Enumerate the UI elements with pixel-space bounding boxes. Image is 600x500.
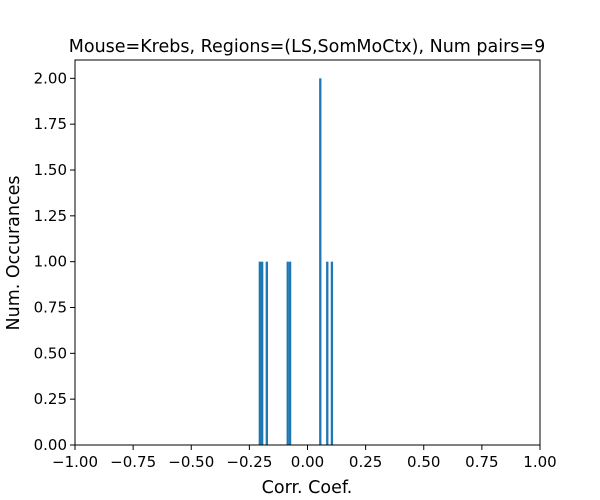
ticks-layer: −1.00 −0.75 −0.50 −0.25 0.00 0.25 0.50 0.75 1.00… bbox=[34, 69, 557, 471]
chart-title: Mouse=Krebs, Regions=(LS,SomMoCtx), Num … bbox=[69, 37, 545, 57]
y-tick-label-2: 0.50 bbox=[34, 344, 67, 362]
histogram-bar-3 bbox=[286, 261, 289, 445]
y-tick-label-0: 0.00 bbox=[34, 436, 67, 454]
x-tick-label-1: −0.75 bbox=[110, 453, 156, 471]
x-axis-title: Corr. Coef. bbox=[262, 478, 353, 498]
bars-layer bbox=[258, 78, 334, 445]
x-tick-label-8: 1.00 bbox=[523, 453, 556, 471]
x-tick-label-0: −1.00 bbox=[52, 453, 98, 471]
x-tick-label-5: 0.25 bbox=[349, 453, 382, 471]
histogram-bar-7 bbox=[330, 261, 334, 445]
histogram-bar-6 bbox=[326, 261, 329, 445]
x-tick-label-7: 0.75 bbox=[465, 453, 498, 471]
x-tick-label-4: 0.00 bbox=[291, 453, 324, 471]
y-axis-title: Num. Occurances bbox=[4, 176, 24, 331]
y-tick-label-4: 1.00 bbox=[34, 253, 67, 271]
histogram-bar-5 bbox=[319, 78, 322, 445]
plot-frame bbox=[74, 59, 541, 446]
histogram-bar-1 bbox=[261, 261, 264, 445]
y-tick-label-7: 1.75 bbox=[34, 115, 67, 133]
x-tick-label-6: 0.50 bbox=[407, 453, 440, 471]
histogram-bar-2 bbox=[265, 261, 268, 445]
y-tick-label-8: 2.00 bbox=[34, 69, 67, 87]
histogram-bar-0 bbox=[258, 261, 261, 445]
y-tick-label-5: 1.25 bbox=[34, 207, 67, 225]
x-tick-label-3: −0.25 bbox=[226, 453, 272, 471]
y-tick-label-1: 0.25 bbox=[34, 390, 67, 408]
histogram-bar-4 bbox=[288, 261, 292, 445]
x-tick-label-2: −0.50 bbox=[168, 453, 214, 471]
y-tick-label-3: 0.75 bbox=[34, 299, 67, 317]
y-tick-label-6: 1.50 bbox=[34, 161, 67, 179]
